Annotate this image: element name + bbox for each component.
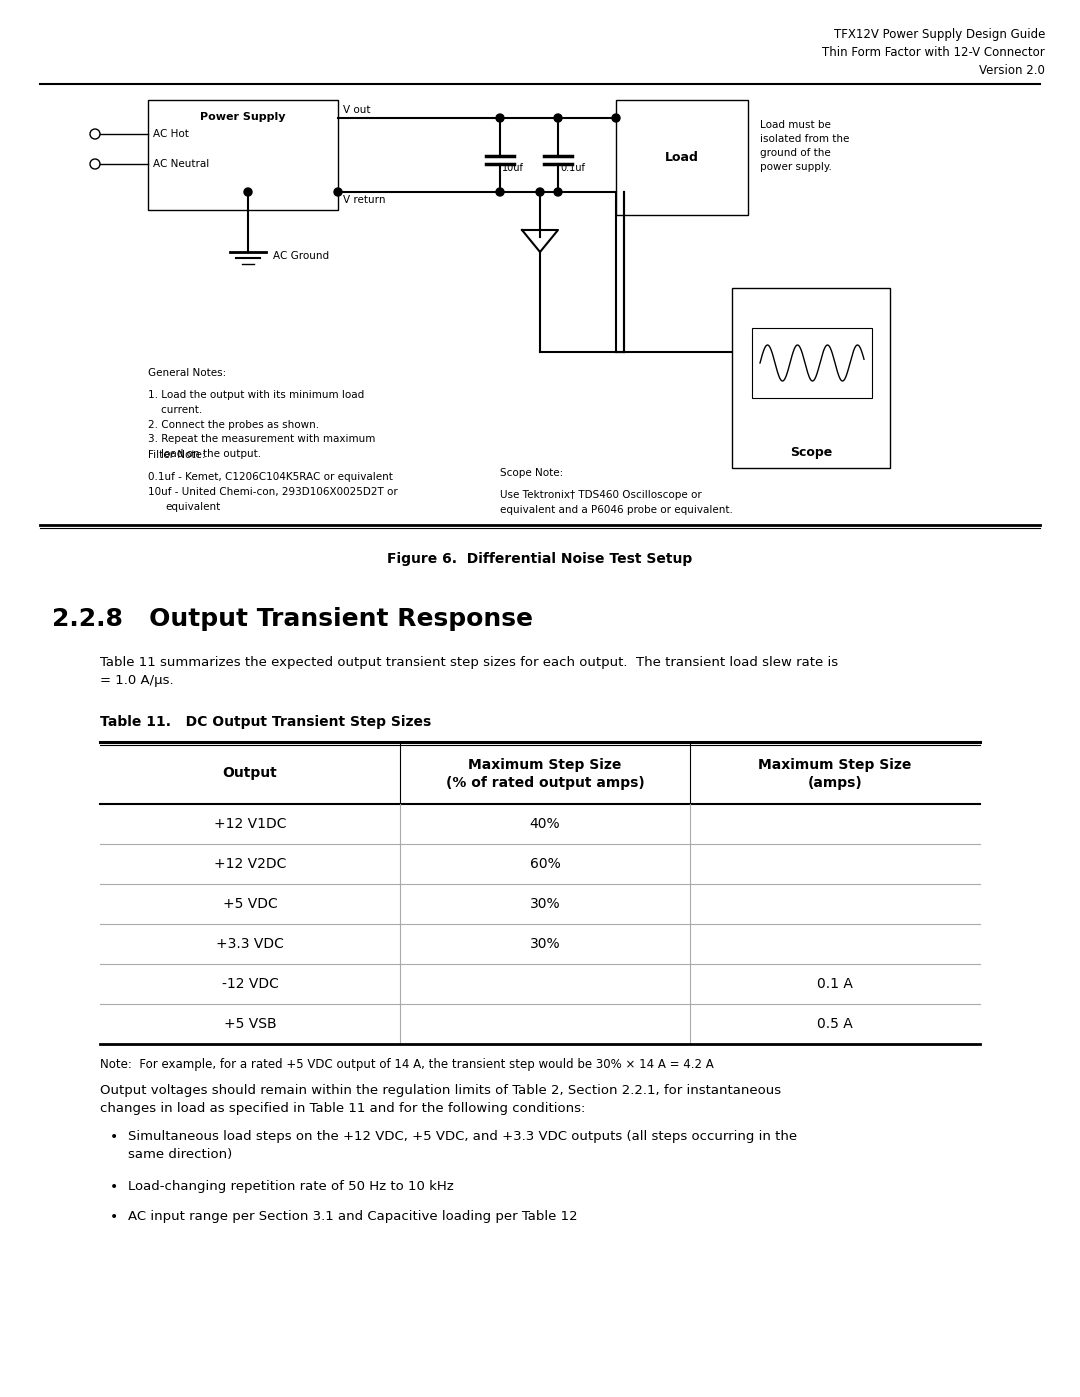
- Circle shape: [554, 115, 562, 122]
- Text: Maximum Step Size: Maximum Step Size: [758, 759, 912, 773]
- Text: 2.2.8   Output Transient Response: 2.2.8 Output Transient Response: [52, 608, 534, 631]
- Circle shape: [554, 189, 562, 196]
- Text: •: •: [110, 1130, 118, 1144]
- Text: Table 11 summarizes the expected output transient step sizes for each output.  T: Table 11 summarizes the expected output …: [100, 657, 838, 669]
- Text: Scope Note:: Scope Note:: [500, 468, 564, 478]
- Text: Use Tektronix† TDS460 Oscilloscope or: Use Tektronix† TDS460 Oscilloscope or: [500, 490, 702, 500]
- Text: Filter Note:: Filter Note:: [148, 450, 205, 460]
- Text: Figure 6.  Differential Noise Test Setup: Figure 6. Differential Noise Test Setup: [388, 552, 692, 566]
- Text: Version 2.0: Version 2.0: [980, 64, 1045, 77]
- Text: V return: V return: [343, 196, 386, 205]
- Circle shape: [536, 189, 544, 196]
- Text: 10uf - United Chemi-con, 293D106X0025D2T or: 10uf - United Chemi-con, 293D106X0025D2T…: [148, 488, 397, 497]
- Text: +5 VSB: +5 VSB: [224, 1017, 276, 1031]
- Circle shape: [496, 115, 504, 122]
- Text: Output voltages should remain within the regulation limits of Table 2, Section 2: Output voltages should remain within the…: [100, 1084, 781, 1097]
- Text: -12 VDC: -12 VDC: [221, 977, 279, 990]
- Text: 0.1uf - Kemet, C1206C104K5RAC or equivalent: 0.1uf - Kemet, C1206C104K5RAC or equival…: [148, 472, 393, 482]
- Text: AC Neutral: AC Neutral: [153, 159, 210, 169]
- Text: Load: Load: [665, 151, 699, 163]
- Text: Maximum Step Size: Maximum Step Size: [469, 759, 622, 773]
- Text: Scope: Scope: [789, 446, 832, 460]
- Text: 30%: 30%: [529, 897, 561, 911]
- Text: Simultaneous load steps on the +12 VDC, +5 VDC, and +3.3 VDC outputs (all steps : Simultaneous load steps on the +12 VDC, …: [129, 1130, 797, 1161]
- Text: Power Supply: Power Supply: [200, 112, 286, 122]
- Text: 60%: 60%: [529, 856, 561, 870]
- Text: +3.3 VDC: +3.3 VDC: [216, 937, 284, 951]
- Text: 0.1 A: 0.1 A: [818, 977, 853, 990]
- Text: V out: V out: [343, 105, 370, 115]
- Text: Output: Output: [222, 766, 278, 780]
- Circle shape: [496, 189, 504, 196]
- Bar: [148, 101, 338, 210]
- Text: Thin Form Factor with 12-V Connector: Thin Form Factor with 12-V Connector: [822, 46, 1045, 59]
- Text: 0.1uf: 0.1uf: [561, 163, 585, 173]
- Circle shape: [334, 189, 342, 196]
- Text: Load must be
isolated from the
ground of the
power supply.: Load must be isolated from the ground of…: [760, 120, 849, 172]
- Text: 30%: 30%: [529, 937, 561, 951]
- Text: equivalent: equivalent: [165, 502, 220, 511]
- Text: AC input range per Section 3.1 and Capacitive loading per Table 12: AC input range per Section 3.1 and Capac…: [129, 1210, 578, 1222]
- Text: (% of rated output amps): (% of rated output amps): [446, 775, 645, 789]
- Text: •: •: [110, 1210, 118, 1224]
- Text: +12 V1DC: +12 V1DC: [214, 817, 286, 831]
- Text: +5 VDC: +5 VDC: [222, 897, 278, 911]
- Text: changes in load as specified in Table 11 and for the following conditions:: changes in load as specified in Table 11…: [100, 1102, 585, 1115]
- Text: equivalent and a P6046 probe or equivalent.: equivalent and a P6046 probe or equivale…: [500, 504, 733, 515]
- Text: 1. Load the output with its minimum load
    current.
2. Connect the probes as s: 1. Load the output with its minimum load…: [148, 390, 376, 460]
- Text: 10uf: 10uf: [502, 163, 524, 173]
- Bar: [752, 328, 872, 398]
- Text: •: •: [110, 1180, 118, 1194]
- Text: +12 V2DC: +12 V2DC: [214, 856, 286, 870]
- Text: (amps): (amps): [808, 775, 862, 789]
- Text: Note:  For example, for a rated +5 VDC output of 14 A, the transient step would : Note: For example, for a rated +5 VDC ou…: [100, 1058, 714, 1071]
- Text: General Notes:: General Notes:: [148, 367, 226, 379]
- Bar: [616, 101, 748, 215]
- Text: 0.5 A: 0.5 A: [818, 1017, 853, 1031]
- Text: 40%: 40%: [529, 817, 561, 831]
- Bar: [732, 288, 890, 468]
- Circle shape: [244, 189, 252, 196]
- Text: Table 11.   DC Output Transient Step Sizes: Table 11. DC Output Transient Step Sizes: [100, 715, 431, 729]
- Text: AC Hot: AC Hot: [153, 129, 189, 138]
- Text: = 1.0 A/μs.: = 1.0 A/μs.: [100, 673, 174, 687]
- Text: TFX12V Power Supply Design Guide: TFX12V Power Supply Design Guide: [834, 28, 1045, 41]
- Text: Load-changing repetition rate of 50 Hz to 10 kHz: Load-changing repetition rate of 50 Hz t…: [129, 1180, 454, 1193]
- Text: AC Ground: AC Ground: [273, 251, 329, 261]
- Circle shape: [612, 115, 620, 122]
